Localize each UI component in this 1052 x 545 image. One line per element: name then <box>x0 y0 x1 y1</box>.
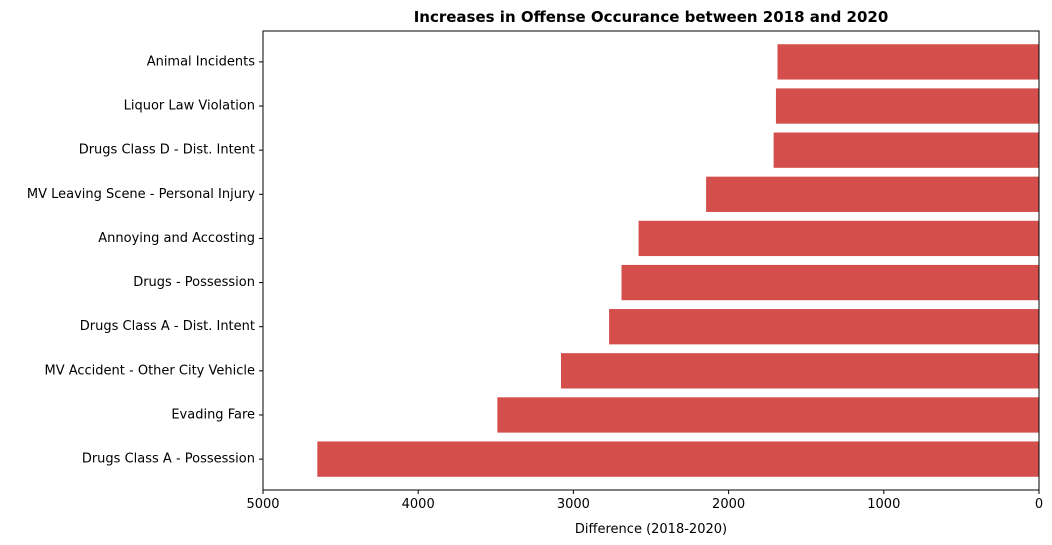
x-tick-label: 0 <box>1035 497 1043 512</box>
bar <box>773 132 1039 168</box>
y-tick-label: Drugs Class D - Dist. Intent <box>79 143 255 158</box>
y-tick-label: Evading Fare <box>171 407 255 422</box>
bar <box>638 220 1039 257</box>
bar <box>609 309 1039 345</box>
bar <box>777 44 1039 80</box>
chart-title: Increases in Offense Occurance between 2… <box>414 8 889 26</box>
bar <box>706 176 1039 212</box>
bar <box>775 88 1039 124</box>
y-tick-label: MV Leaving Scene - Personal Injury <box>27 187 255 202</box>
y-tick-label: Drugs Class A - Dist. Intent <box>80 319 255 334</box>
x-tick-label: 4000 <box>402 497 435 512</box>
y-tick-label: Drugs Class A - Possession <box>82 452 255 467</box>
x-axis: 5000 4000 3000 2000 1000 0 <box>246 490 1043 512</box>
plot-frame <box>262 30 1040 491</box>
y-axis: Animal Incidents Liquor Law Violation Drug… <box>27 54 263 467</box>
bars-group <box>317 44 1039 477</box>
y-tick-label: Liquor Law Violation <box>124 99 255 114</box>
y-tick-label: MV Accident - Other City Vehicle <box>44 363 255 378</box>
y-tick-label: Drugs - Possession <box>133 275 255 290</box>
x-tick-label: 2000 <box>712 497 745 512</box>
y-tick-label: Animal Incidents <box>147 54 256 69</box>
bar <box>560 353 1039 389</box>
x-tick-label: 5000 <box>246 497 279 512</box>
x-axis-label: Difference (2018-2020) <box>575 522 727 537</box>
bar <box>621 264 1039 301</box>
x-tick-label: 3000 <box>557 497 590 512</box>
x-tick-label: 1000 <box>867 497 900 512</box>
bar <box>317 441 1039 477</box>
y-tick-label: Annoying and Accosting <box>98 231 255 246</box>
bar <box>497 397 1039 433</box>
